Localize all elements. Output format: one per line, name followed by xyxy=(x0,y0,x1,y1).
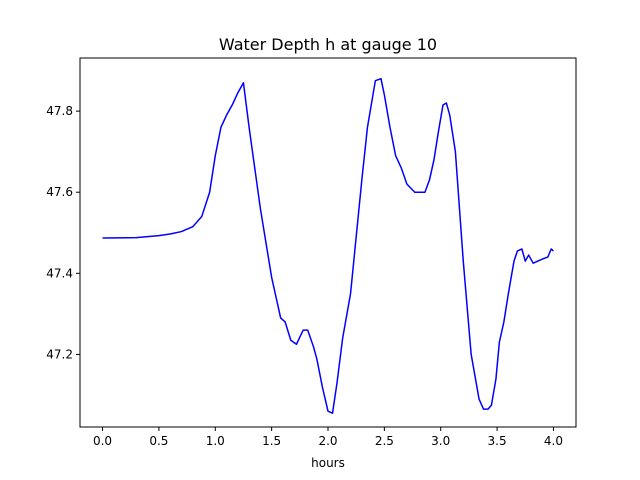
y-tick-label: 47.6 xyxy=(46,185,73,199)
x-axis-label: hours xyxy=(311,456,345,470)
series-line-water-depth xyxy=(102,77,554,414)
x-axis: 0.0 0.5 1.0 1.5 2.0 2.5 3.0 3.5 4.0 xyxy=(93,427,563,448)
y-tick-label: 47.8 xyxy=(46,104,73,118)
x-tick-label: 3.0 xyxy=(431,434,450,448)
x-tick-label: 0.5 xyxy=(149,434,168,448)
x-tick-label: 4.0 xyxy=(544,434,563,448)
x-tick-label: 3.5 xyxy=(488,434,507,448)
plot-area xyxy=(79,57,577,428)
y-axis: 47.2 47.4 47.6 47.8 xyxy=(46,104,80,361)
x-tick-label: 2.0 xyxy=(318,434,337,448)
x-tick-label: 2.5 xyxy=(375,434,394,448)
x-tick-label: 1.0 xyxy=(206,434,225,448)
y-tick-label: 47.2 xyxy=(46,347,73,361)
y-tick-label: 47.4 xyxy=(46,266,73,280)
x-tick-label: 1.5 xyxy=(262,434,281,448)
chart-title: Water Depth h at gauge 10 xyxy=(219,35,437,54)
x-tick-label: 0.0 xyxy=(93,434,112,448)
plot-frame xyxy=(79,57,577,428)
